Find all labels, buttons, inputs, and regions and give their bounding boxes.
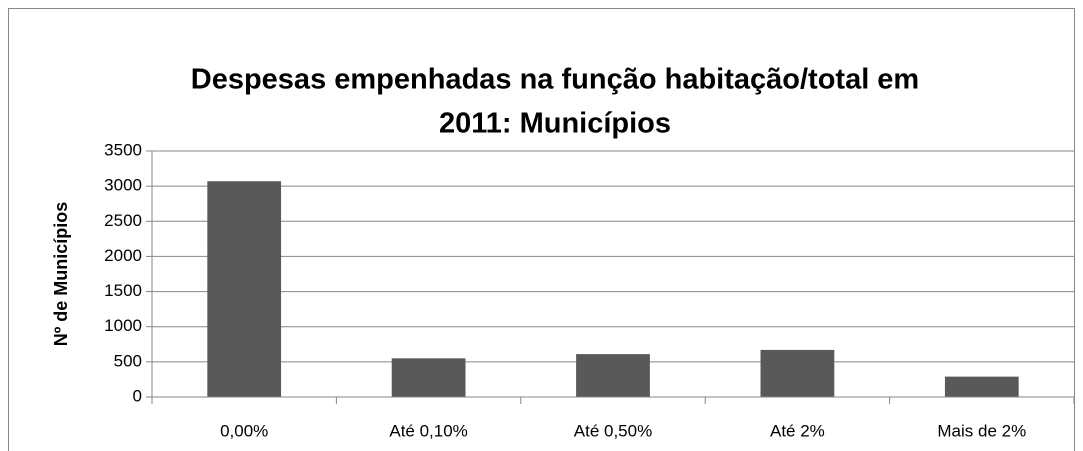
x-tick-label: Até 0,10%	[389, 421, 467, 440]
y-tick-label: 1500	[104, 281, 142, 300]
bar	[944, 376, 1019, 397]
chart-frame	[8, 8, 1075, 451]
y-tick-label: 3500	[104, 140, 142, 159]
y-tick-label: 500	[114, 351, 142, 370]
y-tick-label: 1000	[104, 316, 142, 335]
y-tick-label: 3000	[104, 176, 142, 195]
y-tick-label: 2500	[104, 211, 142, 230]
y-tick-label: 2000	[104, 246, 142, 265]
x-tick-label: Até 2%	[770, 421, 825, 440]
y-tick-label: 0	[133, 386, 142, 405]
bar	[391, 358, 466, 397]
chart-title: Despesas empenhadas na função habitação/…	[191, 64, 919, 96]
x-tick-label: Mais de 2%	[937, 421, 1026, 440]
bar	[576, 354, 650, 397]
x-tick-label: Até 0,50%	[574, 421, 652, 440]
bar	[207, 181, 282, 397]
bar	[760, 349, 835, 397]
x-tick-label: 0,00%	[220, 421, 268, 440]
chart-title: 2011: Municípios	[439, 108, 671, 140]
y-axis-label: Nº de Municípios	[51, 202, 71, 347]
